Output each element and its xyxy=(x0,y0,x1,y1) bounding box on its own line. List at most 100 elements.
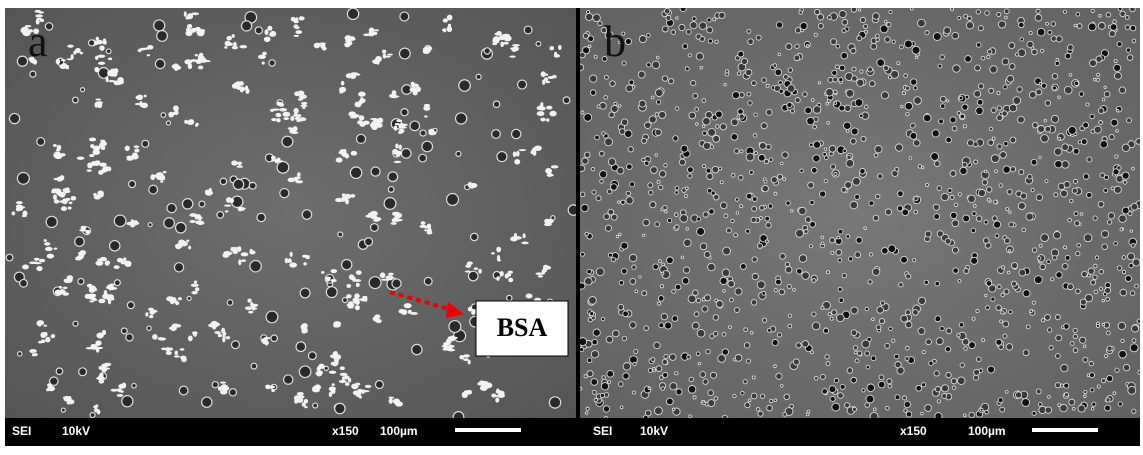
pore xyxy=(1052,255,1058,261)
pore xyxy=(786,101,793,108)
flake xyxy=(393,398,401,405)
pore xyxy=(872,12,880,20)
pore xyxy=(997,20,1007,29)
pore xyxy=(690,79,697,87)
flake xyxy=(70,54,74,60)
flake xyxy=(296,395,305,399)
pore xyxy=(1131,408,1137,414)
pore xyxy=(230,340,240,350)
pore xyxy=(1089,387,1095,393)
pore xyxy=(516,79,528,90)
flake xyxy=(496,254,501,261)
pore xyxy=(1090,8,1095,13)
pore xyxy=(755,34,762,41)
pore xyxy=(854,251,862,259)
flake xyxy=(546,173,554,177)
flake xyxy=(540,117,546,122)
flake xyxy=(491,252,495,255)
flake xyxy=(443,28,447,33)
pore xyxy=(999,406,1006,413)
pore xyxy=(988,87,995,94)
pore xyxy=(1003,288,1010,295)
pore xyxy=(684,66,690,72)
pore xyxy=(904,356,910,362)
flake xyxy=(224,210,229,213)
pore xyxy=(219,177,228,186)
pore xyxy=(19,278,29,288)
flake xyxy=(124,145,130,152)
pore xyxy=(996,11,1002,18)
pore xyxy=(589,311,595,317)
pore xyxy=(550,215,556,221)
pore xyxy=(794,43,800,49)
pore xyxy=(894,394,901,401)
flake xyxy=(423,225,431,229)
pore xyxy=(1124,24,1131,31)
pore xyxy=(1038,243,1043,248)
flake xyxy=(96,377,104,380)
pore xyxy=(1014,391,1023,399)
pore xyxy=(842,148,847,154)
pore xyxy=(1054,382,1061,389)
pore xyxy=(845,129,850,133)
pore xyxy=(506,294,513,302)
pore xyxy=(60,407,66,413)
pore xyxy=(1077,404,1086,413)
pore xyxy=(994,233,1000,239)
pore xyxy=(696,328,706,338)
flake xyxy=(375,124,383,128)
pore xyxy=(599,170,608,179)
pore xyxy=(1001,57,1010,66)
flake xyxy=(92,298,98,301)
pore xyxy=(580,63,585,72)
pore xyxy=(996,90,1001,96)
pore xyxy=(1118,86,1127,94)
flake xyxy=(344,42,351,48)
pore xyxy=(582,32,589,39)
pore xyxy=(603,74,609,80)
pore xyxy=(769,398,774,404)
pore xyxy=(1132,258,1140,267)
pore xyxy=(1041,318,1046,323)
pore xyxy=(904,309,911,316)
flake xyxy=(192,331,198,337)
pore xyxy=(1077,140,1082,145)
flake xyxy=(75,47,81,54)
flake xyxy=(282,111,291,117)
flake xyxy=(267,25,273,31)
pore xyxy=(599,393,605,399)
pore xyxy=(976,98,984,106)
pore xyxy=(932,32,942,41)
flake xyxy=(68,201,73,205)
pore xyxy=(658,322,665,329)
pore xyxy=(901,395,907,401)
pore xyxy=(1075,11,1081,17)
pore xyxy=(1008,63,1016,70)
pore xyxy=(821,388,828,395)
pore xyxy=(644,160,650,166)
pore xyxy=(421,140,434,153)
pore xyxy=(301,209,313,220)
pore xyxy=(599,101,607,110)
pore xyxy=(961,161,968,168)
pore xyxy=(974,64,981,72)
flake xyxy=(375,55,382,62)
flake xyxy=(507,270,514,274)
pore xyxy=(391,278,402,289)
flake xyxy=(298,16,305,21)
pore xyxy=(1044,125,1052,133)
flake xyxy=(354,293,360,299)
pore xyxy=(846,367,854,374)
pore xyxy=(939,54,945,60)
pore xyxy=(765,83,770,88)
pore xyxy=(642,233,646,237)
pore xyxy=(945,327,953,335)
flake xyxy=(496,388,500,393)
flake xyxy=(397,214,401,219)
flake xyxy=(89,300,95,303)
flake xyxy=(343,193,352,199)
pore xyxy=(1135,138,1140,145)
pore xyxy=(689,21,698,30)
pore xyxy=(1004,15,1008,20)
flake xyxy=(339,372,348,376)
